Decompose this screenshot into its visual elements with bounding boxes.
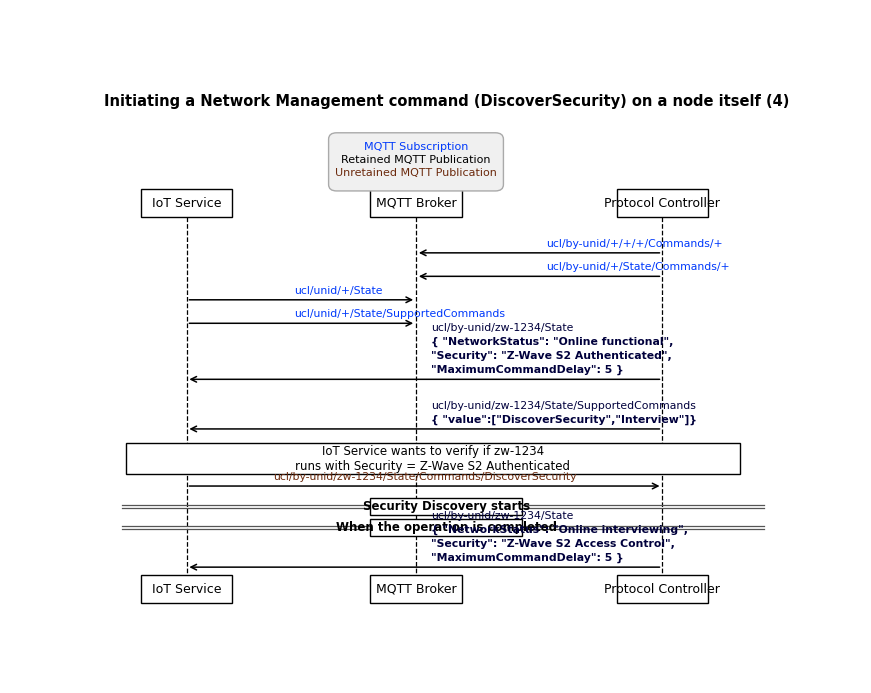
Text: IoT Service: IoT Service bbox=[152, 197, 221, 210]
Text: MQTT Broker: MQTT Broker bbox=[375, 583, 456, 595]
Text: ucl/unid/+/State: ucl/unid/+/State bbox=[294, 286, 383, 295]
Text: Retained MQTT Publication: Retained MQTT Publication bbox=[341, 155, 490, 165]
Text: "MaximumCommandDelay": 5 }: "MaximumCommandDelay": 5 } bbox=[431, 552, 624, 563]
Text: When the operation is completed: When the operation is completed bbox=[336, 520, 557, 534]
FancyBboxPatch shape bbox=[370, 498, 523, 515]
FancyBboxPatch shape bbox=[617, 575, 708, 603]
Text: Protocol Controller: Protocol Controller bbox=[604, 583, 720, 595]
FancyBboxPatch shape bbox=[125, 444, 740, 474]
Text: MQTT Broker: MQTT Broker bbox=[375, 197, 456, 210]
FancyBboxPatch shape bbox=[370, 189, 462, 217]
Text: { "value":["DiscoverSecurity","Interview"]}: { "value":["DiscoverSecurity","Interview… bbox=[431, 414, 697, 425]
FancyBboxPatch shape bbox=[141, 189, 232, 217]
Text: ucl/by-unid/zw-1234/State/Commands/DiscoverSecurity: ucl/by-unid/zw-1234/State/Commands/Disco… bbox=[273, 472, 577, 482]
Text: "Security": "Z-Wave S2 Authenticated",: "Security": "Z-Wave S2 Authenticated", bbox=[431, 351, 672, 361]
Text: { "NetworkStatus": "Online functional",: { "NetworkStatus": "Online functional", bbox=[431, 337, 673, 347]
FancyBboxPatch shape bbox=[370, 518, 523, 536]
Text: ucl/by-unid/zw-1234/State: ucl/by-unid/zw-1234/State bbox=[431, 324, 574, 333]
Text: ucl/by-unid/zw-1234/State: ucl/by-unid/zw-1234/State bbox=[431, 511, 574, 521]
Text: MQTT Subscription: MQTT Subscription bbox=[364, 142, 469, 152]
Text: ucl/by-unid/+/State/Commands/+: ucl/by-unid/+/State/Commands/+ bbox=[546, 262, 730, 272]
Text: { "NetworkStatus": "Online interviewing",: { "NetworkStatus": "Online interviewing"… bbox=[431, 525, 688, 535]
Text: IoT Service wants to verify if zw-1234
runs with Security = Z-Wave S2 Authentica: IoT Service wants to verify if zw-1234 r… bbox=[295, 445, 571, 473]
Text: Security Discovery starts: Security Discovery starts bbox=[363, 500, 530, 513]
FancyBboxPatch shape bbox=[617, 189, 708, 217]
Text: IoT Service: IoT Service bbox=[152, 583, 221, 595]
Text: Protocol Controller: Protocol Controller bbox=[604, 197, 720, 210]
Text: ucl/unid/+/State/SupportedCommands: ucl/unid/+/State/SupportedCommands bbox=[294, 309, 505, 319]
Text: ucl/by-unid/zw-1234/State/SupportedCommands: ucl/by-unid/zw-1234/State/SupportedComma… bbox=[431, 401, 696, 411]
FancyBboxPatch shape bbox=[141, 575, 232, 603]
Text: Unretained MQTT Publication: Unretained MQTT Publication bbox=[335, 168, 497, 178]
Text: "Security": "Z-Wave S2 Access Control",: "Security": "Z-Wave S2 Access Control", bbox=[431, 539, 675, 549]
Text: ucl/by-unid/+/+/+/Commands/+: ucl/by-unid/+/+/+/Commands/+ bbox=[546, 238, 723, 249]
FancyBboxPatch shape bbox=[328, 133, 503, 191]
Text: "MaximumCommandDelay": 5 }: "MaximumCommandDelay": 5 } bbox=[431, 365, 624, 375]
FancyBboxPatch shape bbox=[370, 575, 462, 603]
Text: Initiating a Network Management command (DiscoverSecurity) on a node itself (4): Initiating a Network Management command … bbox=[104, 94, 789, 109]
